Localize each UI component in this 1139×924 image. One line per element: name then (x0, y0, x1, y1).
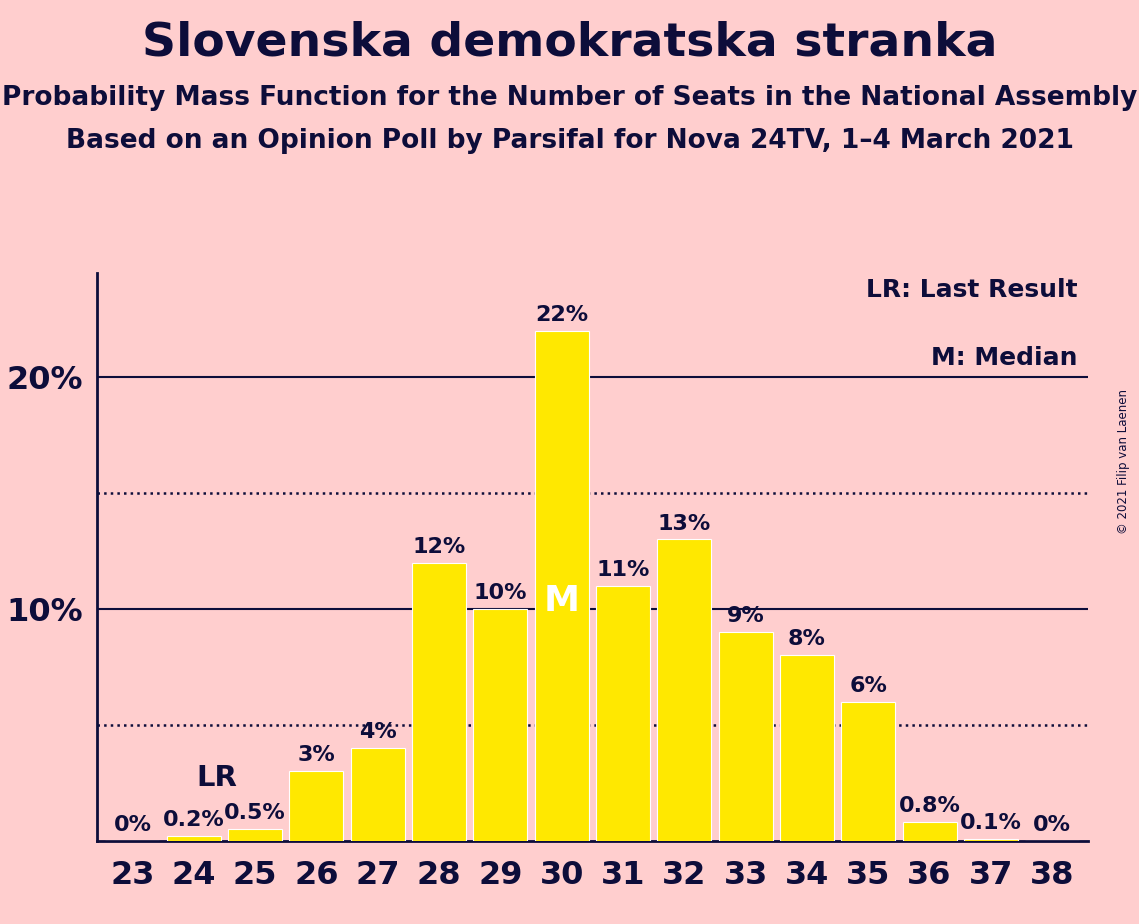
Text: 0.5%: 0.5% (224, 804, 286, 823)
Text: Probability Mass Function for the Number of Seats in the National Assembly: Probability Mass Function for the Number… (2, 85, 1137, 111)
Text: 3%: 3% (297, 746, 335, 765)
Text: 4%: 4% (359, 723, 396, 742)
Bar (166, 836, 221, 841)
Bar (657, 540, 711, 841)
Text: Based on an Opinion Poll by Parsifal for Nova 24TV, 1–4 March 2021: Based on an Opinion Poll by Parsifal for… (66, 128, 1073, 153)
Bar (412, 563, 466, 841)
Bar (902, 822, 957, 841)
Text: 22%: 22% (535, 305, 588, 324)
Text: 0.8%: 0.8% (899, 796, 960, 817)
Text: 0.2%: 0.2% (163, 810, 224, 831)
Text: 0%: 0% (1033, 815, 1071, 835)
Text: LR: Last Result: LR: Last Result (867, 278, 1077, 302)
Bar (289, 772, 343, 841)
Text: 11%: 11% (596, 560, 649, 580)
Bar (534, 331, 589, 841)
Text: LR: LR (197, 764, 237, 792)
Bar (228, 829, 282, 841)
Bar (719, 632, 772, 841)
Bar (351, 748, 404, 841)
Text: 10%: 10% (474, 583, 527, 603)
Text: 0%: 0% (114, 815, 151, 835)
Text: Slovenska demokratska stranka: Slovenska demokratska stranka (141, 20, 998, 66)
Text: M: Median: M: Median (932, 346, 1077, 371)
Bar (474, 609, 527, 841)
Text: M: M (543, 584, 580, 618)
Bar (596, 586, 650, 841)
Text: 13%: 13% (657, 514, 711, 533)
Bar (964, 838, 1018, 841)
Text: 0.1%: 0.1% (960, 813, 1022, 833)
Text: 6%: 6% (850, 675, 887, 696)
Text: 12%: 12% (412, 537, 466, 556)
Bar (842, 701, 895, 841)
Text: 9%: 9% (727, 606, 764, 626)
Text: © 2021 Filip van Laenen: © 2021 Filip van Laenen (1117, 390, 1130, 534)
Bar (780, 655, 834, 841)
Text: 8%: 8% (788, 629, 826, 650)
